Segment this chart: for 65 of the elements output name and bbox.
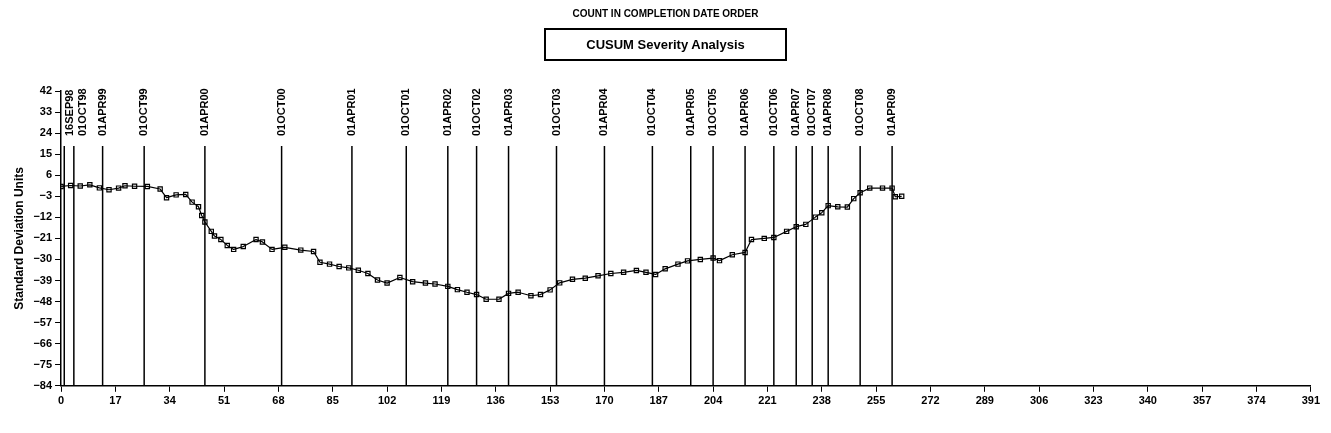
y-tick-label: −66	[33, 336, 53, 349]
x-tick-label: 68	[272, 394, 285, 407]
x-tick-label: 357	[1192, 394, 1212, 407]
y-tick-label: −57	[33, 315, 53, 328]
y-tick-label: 42	[39, 84, 53, 97]
ref-line-label: 01APR99	[95, 88, 108, 136]
x-tick-label: 34	[163, 394, 177, 407]
ref-line-label: 01OCT99	[137, 88, 150, 136]
ref-line-label: 01APR01	[344, 88, 357, 136]
x-tick-label: 102	[377, 394, 397, 407]
ref-line-label: 01APR02	[440, 88, 453, 136]
x-tick-label: 85	[326, 394, 339, 407]
y-tick-label: −3	[39, 189, 53, 202]
ref-line-label: 01APR08	[821, 88, 834, 136]
ref-line-label: 01APR09	[885, 88, 898, 136]
x-tick-label: 153	[540, 394, 560, 407]
ref-line-label: 01OCT02	[469, 88, 482, 136]
ref-line-label: 01OCT05	[706, 88, 719, 136]
ref-line-label: 01OCT03	[549, 88, 562, 136]
x-tick-label: 391	[1301, 394, 1320, 407]
chart-title: COUNT IN COMPLETION DATE ORDER	[571, 8, 760, 21]
x-tick-label: 170	[595, 394, 614, 407]
x-tick-label: 221	[758, 394, 777, 407]
x-tick-label: 119	[432, 394, 451, 407]
y-axis-title: Standard Deviation Units	[11, 166, 26, 310]
ref-line-label: 01OCT98	[76, 88, 89, 136]
y-tick-label: 24	[39, 126, 53, 139]
x-tick-label: 0	[58, 394, 65, 407]
x-tick-label: 323	[1084, 394, 1103, 407]
x-tick-label: 340	[1138, 394, 1157, 407]
x-tick-label: 255	[866, 394, 886, 407]
y-tick-label: 6	[45, 168, 53, 181]
x-tick-label: 306	[1029, 394, 1049, 407]
ref-line-label: 01OCT00	[274, 88, 287, 136]
ref-line-label: 01OCT01	[399, 88, 412, 136]
x-tick-label: 374	[1247, 394, 1267, 407]
x-tick-label: 289	[975, 394, 994, 407]
ref-line-label: 01APR03	[501, 88, 514, 136]
ref-line-label: 01APR04	[597, 87, 610, 136]
x-tick-label: 187	[649, 394, 668, 407]
ref-line-label: 01APR06	[738, 88, 751, 136]
ref-line-label: 01APR07	[789, 88, 802, 136]
ref-line-label: 01OCT08	[853, 88, 866, 136]
x-tick-label: 272	[921, 394, 940, 407]
y-tick-label: −75	[33, 357, 53, 370]
x-tick-label: 204	[703, 394, 724, 407]
y-tick-label: −21	[33, 231, 53, 244]
ref-line-label: 01APR00	[197, 88, 210, 136]
x-tick-label: 51	[217, 394, 231, 407]
y-tick-label: −39	[33, 273, 53, 286]
y-tick-label: −30	[33, 252, 53, 265]
x-tick-label: 238	[812, 394, 831, 407]
y-tick-label: −84	[33, 378, 53, 391]
y-tick-label: 15	[39, 147, 53, 160]
y-tick-label: −48	[33, 294, 53, 307]
y-tick-label: −12	[33, 210, 53, 223]
ref-line-label: 01OCT07	[805, 88, 818, 136]
x-tick-label: 17	[109, 394, 122, 407]
ref-line-label: 16SEP98	[63, 89, 76, 136]
x-tick-label: 136	[486, 394, 505, 407]
ref-line-label: 01APR05	[683, 88, 696, 136]
ref-line-label: 01OCT06	[766, 88, 779, 136]
ref-line-label: 01OCT04	[645, 87, 658, 136]
chart-subtitle: CUSUM Severity Analysis	[544, 28, 787, 61]
y-tick-label: 33	[39, 105, 53, 118]
